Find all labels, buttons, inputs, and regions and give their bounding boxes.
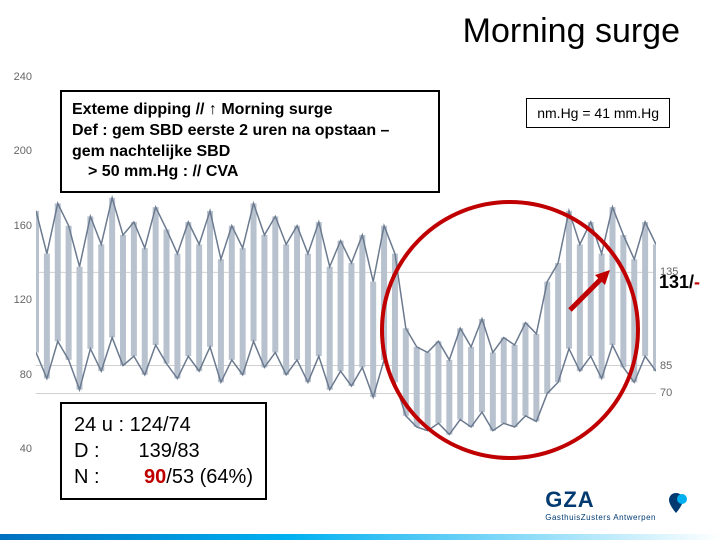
arrow-icon xyxy=(560,260,620,320)
def-line2: Def : gem SBD eerste 2 uren na opstaan – xyxy=(72,122,389,139)
logo-sub: GasthuisZusters Antwerpen xyxy=(545,513,656,522)
logo-icon xyxy=(662,491,690,519)
sum-n-rest: /53 (64%) xyxy=(166,466,253,488)
sum-24u-val: 124/74 xyxy=(130,414,191,436)
y-right-label: 135 xyxy=(660,266,678,278)
y-right-label: 70 xyxy=(660,387,672,399)
page-title: Morning surge xyxy=(463,12,680,51)
y-tick-label: 240 xyxy=(6,71,32,83)
def-line4: > 50 mm.Hg : // CVA xyxy=(88,163,238,180)
sum-d-val: 139/83 xyxy=(138,440,199,462)
y-tick-label: 40 xyxy=(6,443,32,455)
calculation-box: nm.Hg = 41 mm.Hg xyxy=(526,98,670,128)
y-tick-label: 120 xyxy=(6,294,32,306)
summary-box: 24 u : 124/74 D : 139/83 N : 90/53 (64%) xyxy=(60,402,267,500)
morning-surge-circle xyxy=(380,200,640,460)
sum-24u-label: 24 u : xyxy=(74,414,124,436)
def-line1: Exteme dipping // ↑ Morning surge xyxy=(72,101,332,118)
accent-bar xyxy=(0,534,720,540)
logo-main: GZA xyxy=(545,487,656,513)
def-line3: gem nachtelijke SBD xyxy=(72,143,230,160)
y-right-label: 85 xyxy=(660,360,672,372)
y-tick-label: 80 xyxy=(6,369,32,381)
night-reading-dash: - xyxy=(694,272,700,292)
y-tick-label: 160 xyxy=(6,220,32,232)
gza-logo: GZA GasthuisZusters Antwerpen xyxy=(545,487,690,522)
sum-d-label: D : xyxy=(74,440,100,462)
sum-n-red: 90 xyxy=(144,466,166,488)
definition-box: Exteme dipping // ↑ Morning surge Def : … xyxy=(60,90,440,193)
y-tick-label: 200 xyxy=(6,145,32,157)
sum-n-label: N : xyxy=(74,466,100,488)
